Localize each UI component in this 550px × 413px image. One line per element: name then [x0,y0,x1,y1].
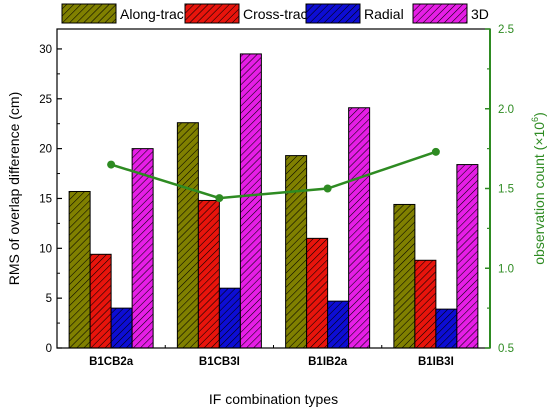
legend-swatch-hatch [412,3,468,24]
y2-axis-title: observation count (×106) [530,112,547,265]
bar-hatch [89,253,112,349]
y-axis-title: RMS of overlap difference (cm) [6,92,22,285]
bar-hatch [197,199,220,349]
bar-hatch [239,53,262,349]
legend-swatch-hatch [184,3,240,24]
legend-label: Radial [364,6,404,22]
bar-hatch [327,300,350,349]
bar-hatch [414,259,437,349]
bars-group [68,53,479,349]
left-axis: 0 5 10 15 20 25 30 [39,44,62,355]
right-axis: 0.5 1.0 1.5 2.0 2.5 [485,24,514,355]
bar-hatch [218,287,241,349]
legend: Along-track Cross-track Radial 3D [61,3,489,24]
bar-hatch [393,203,416,349]
x-axis: B1CB2a B1CB3I B1IB2a B1IB3I [89,344,454,368]
y2-tick-label: 2.5 [498,24,514,36]
legend-swatch-hatch [61,3,117,24]
legend-label: Cross-track [243,6,316,22]
bar-hatch [131,148,154,349]
observation-point-b1cb2a [107,160,116,169]
y2-tick-label: 2.0 [498,104,514,116]
y2-tick-label: 1.5 [498,184,514,196]
y-tick-label: 15 [39,193,52,205]
bar-hatch [68,190,91,349]
x-tick-label: B1IB3I [418,356,454,368]
observation-point-b1cb3i [215,194,224,203]
y2-tick-label: 1.0 [498,263,514,275]
y-tick-label: 20 [39,144,52,156]
y-tick-label: 5 [46,293,52,305]
legend-swatch-hatch [305,3,361,24]
observation-point-b1ib2a [323,184,332,193]
bar-hatch [348,107,371,349]
y-tick-label: 0 [46,343,52,355]
observation-count-line [110,150,437,200]
y-tick-label: 10 [39,243,52,255]
y2-tick-label: 0.5 [498,343,514,355]
y-tick-label: 25 [39,94,52,106]
observation-line-group [107,147,440,203]
bar-hatch [285,155,308,349]
x-tick-label: B1CB3I [199,356,240,368]
bar-hatch [306,237,329,349]
observation-point-b1ib3i [431,147,440,156]
x-tick-label: B1CB2a [89,356,134,368]
legend-label: 3D [471,6,489,22]
legend-label: Along-track [120,6,192,22]
bar-hatch [110,307,133,349]
y-tick-label: 30 [39,44,52,56]
bar-hatch [435,308,458,349]
bar-hatch [176,122,199,349]
x-tick-label: B1IB2a [308,356,348,368]
bar-hatch [456,164,479,349]
x-axis-title: IF combination types [209,391,338,407]
